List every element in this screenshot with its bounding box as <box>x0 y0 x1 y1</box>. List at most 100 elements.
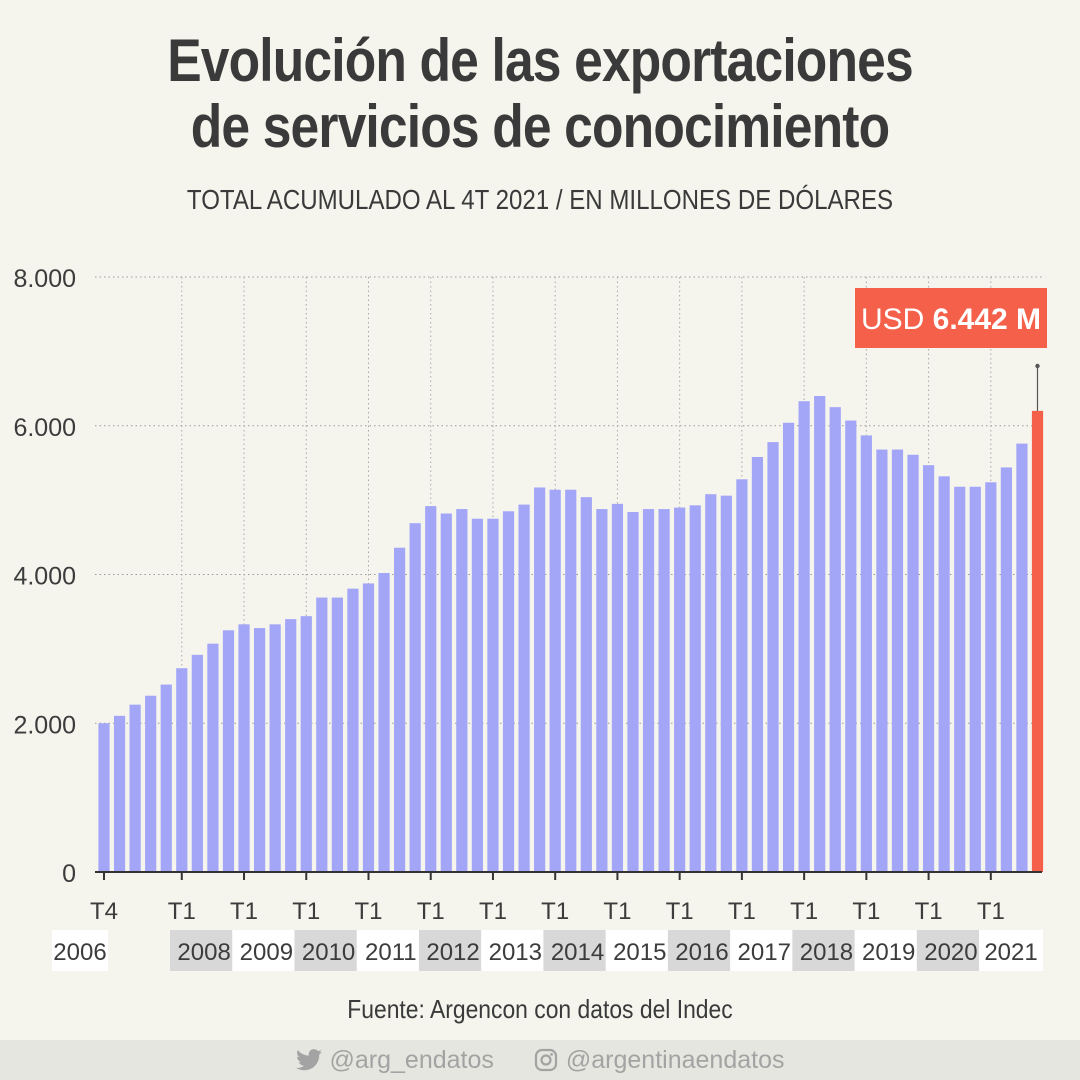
x-tick-label: T1 <box>728 898 756 925</box>
bar <box>549 489 561 872</box>
bar <box>891 449 904 872</box>
callout-value: 6.442 M <box>933 303 1041 336</box>
bar <box>191 654 203 872</box>
year-label: 2018 <box>800 939 853 966</box>
year-band <box>52 930 108 971</box>
bar <box>222 630 235 872</box>
bar <box>720 495 732 872</box>
bar <box>736 479 748 872</box>
bar <box>160 684 172 872</box>
bar <box>269 624 281 872</box>
year-label: 2014 <box>551 939 604 966</box>
bar <box>362 583 375 872</box>
year-band <box>418 930 488 971</box>
x-tick-label: T1 <box>292 898 320 925</box>
x-tick-label: T1 <box>977 898 1005 925</box>
axis-layer: 0 2.000 4.000 6.000 8.000 T4 T1 T1 T1 T1 T1 T1 T1 T1 T… <box>13 265 1042 925</box>
bar-layer <box>98 396 1044 872</box>
chart-title-line-2: de servicios de conocimiento <box>190 93 890 160</box>
bar <box>471 518 484 872</box>
bar <box>316 597 328 872</box>
source-note: Fuente: Argencon con datos del Indec <box>347 994 733 1024</box>
bar <box>565 489 577 872</box>
bar <box>969 486 981 872</box>
bar <box>1000 467 1012 872</box>
bar <box>176 668 188 872</box>
instagram-handle-text: @argentinaendatos <box>565 1045 785 1074</box>
year-band <box>979 930 1043 971</box>
bar <box>985 482 997 872</box>
twitter-bird-icon <box>295 1049 322 1071</box>
x-tick-label: T1 <box>354 898 382 925</box>
bar <box>285 619 297 872</box>
callout-prefix: USD <box>861 303 933 336</box>
callout-dot <box>1035 363 1040 369</box>
x-tick-label: T1 <box>479 898 507 925</box>
bar <box>658 509 670 872</box>
bar <box>253 628 266 872</box>
bar <box>331 597 343 872</box>
instagram-icon <box>534 1048 557 1072</box>
callout-label: USD 6.442 M <box>861 303 1041 336</box>
bar <box>347 588 359 872</box>
year-label: 2006 <box>53 939 106 966</box>
x-tick-label: T1 <box>541 898 569 925</box>
x-tick-label: T1 <box>417 898 445 925</box>
bar <box>907 454 919 872</box>
bar <box>829 407 841 872</box>
x-tick-label: T1 <box>168 898 196 925</box>
year-label: 2020 <box>924 939 977 966</box>
y-tick-label: 4.000 <box>13 563 76 591</box>
bar <box>98 723 110 872</box>
x-tick-label: T1 <box>666 898 694 925</box>
bar <box>814 396 826 872</box>
bar <box>300 616 312 872</box>
year-band <box>170 930 239 971</box>
bar <box>487 518 499 872</box>
bar <box>938 476 950 872</box>
callout-layer: USD 6.442 M <box>855 288 1047 411</box>
twitter-handle-text: @arg_endatos <box>329 1045 494 1074</box>
year-label: 2010 <box>302 939 355 966</box>
bar <box>782 422 795 872</box>
year-label: 2012 <box>426 939 479 966</box>
year-band <box>232 930 301 971</box>
bar <box>674 507 686 872</box>
y-tick-label: 0 <box>62 860 76 888</box>
year-band <box>294 930 363 971</box>
y-tick-label: 6.000 <box>13 414 76 442</box>
year-label: 2016 <box>675 939 728 966</box>
bar <box>518 504 530 872</box>
x-tick-label: T1 <box>915 898 943 925</box>
bar <box>876 449 888 872</box>
y-tick-label: 8.000 <box>13 265 76 293</box>
bar <box>767 442 779 872</box>
year-band <box>356 930 425 971</box>
year-band <box>667 930 737 971</box>
bar <box>705 494 717 872</box>
x-tick-label: T1 <box>790 898 818 925</box>
year-label: 2013 <box>489 939 542 966</box>
twitter-handle[interactable]: @arg_endatos <box>295 1045 494 1075</box>
year-label: 2009 <box>240 939 293 966</box>
bar <box>922 465 935 872</box>
bar <box>129 704 141 872</box>
x-tick-label: T4 <box>90 898 118 925</box>
bar <box>1016 443 1028 872</box>
callout-box <box>855 288 1047 348</box>
year-label: 2017 <box>738 939 791 966</box>
bar <box>845 420 857 872</box>
bar-highlight <box>1031 410 1044 872</box>
bar <box>580 497 592 872</box>
chart-title: Evolución de las exportaciones de servic… <box>76 28 1005 160</box>
bar <box>502 511 515 872</box>
instagram-handle[interactable]: @argentinaendatos <box>534 1045 785 1075</box>
x-tick-label: T1 <box>603 898 631 925</box>
year-band <box>730 930 799 971</box>
year-band <box>792 930 861 971</box>
year-label: 2008 <box>177 939 230 966</box>
year-label: 2021 <box>984 939 1037 966</box>
chart-subtitle: TOTAL ACUMULADO AL 4T 2021 / EN MILLONES… <box>186 184 894 215</box>
bar <box>207 643 219 872</box>
x-tick-label: T1 <box>852 898 880 925</box>
